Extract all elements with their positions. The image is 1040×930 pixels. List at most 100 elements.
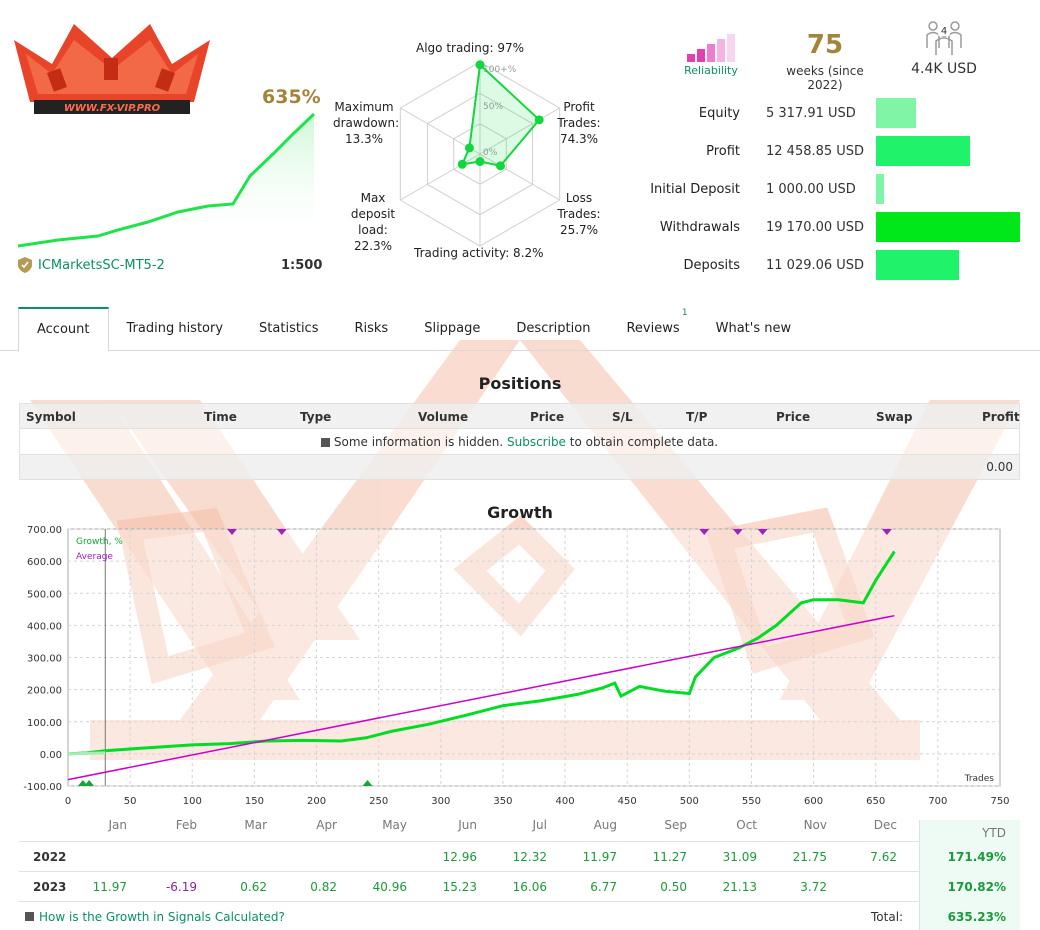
tab-trading-history[interactable]: Trading history [126, 321, 224, 336]
x-axis-label: Trades [964, 774, 995, 784]
reliability-label: Reliability [684, 64, 738, 77]
column-header[interactable]: Type [300, 410, 332, 424]
tab-description[interactable]: Description [516, 321, 591, 336]
month-header: Oct [736, 818, 757, 832]
column-header[interactable]: Profit [982, 410, 1020, 424]
broker-name[interactable]: ICMarketsSC-MT5-2 [38, 257, 165, 273]
radar-area [460, 62, 541, 167]
reliability-indicator[interactable]: Reliability [682, 34, 740, 77]
radar-label-deposit-load: Max deposit load: 22.3% [350, 191, 396, 253]
x-tick-label: 400 [556, 796, 575, 807]
tab-reviews[interactable]: Reviews 1 [608, 307, 697, 351]
deposit-marker [84, 780, 95, 786]
month-value: 31.09 [722, 850, 757, 864]
subscribers-stat[interactable]: 4 4.4K USD [906, 18, 982, 77]
month-value: 0.82 [310, 880, 337, 894]
total-gain: 635% [262, 86, 321, 108]
y-tick-label: 400.00 [27, 621, 62, 632]
tab-statistics[interactable]: Statistics [259, 321, 319, 336]
month-value: 40.96 [372, 880, 407, 894]
column-header[interactable]: S/L [612, 410, 633, 424]
radar-point [475, 157, 485, 167]
radar-axis [479, 107, 560, 155]
total-label: Total: [871, 910, 904, 924]
money-row-initial-deposit: Initial Deposit 1 000.00 USD [640, 172, 1040, 210]
y-tick-label: 200.00 [27, 686, 62, 697]
money-label: Initial Deposit [650, 182, 740, 197]
x-tick-label: 250 [369, 796, 388, 807]
month-value: -6.19 [165, 880, 197, 894]
month-header: Dec [873, 818, 897, 832]
column-header[interactable]: T/P [686, 410, 708, 424]
column-header[interactable]: Symbol [26, 410, 76, 424]
money-row-profit: Profit 12 458.85 USD [640, 134, 1040, 172]
subscribe-link[interactable]: Subscribe [506, 435, 566, 449]
x-tick-label: 500 [680, 796, 699, 807]
month-value: 21.13 [722, 880, 757, 894]
growth-help-link[interactable]: How is the Growth in Signals Calculated? [39, 910, 285, 924]
month-value: 16.06 [512, 880, 547, 894]
month-value: 12.32 [512, 850, 547, 864]
sparkline-line [18, 112, 316, 248]
y-tick-label: 300.00 [27, 654, 62, 665]
column-header[interactable]: Swap [876, 410, 913, 424]
month-value: 3.72 [800, 880, 827, 894]
x-tick-label: 100 [183, 796, 202, 807]
month-value: 11.27 [652, 850, 687, 864]
month-value: 21.75 [792, 850, 827, 864]
month-value: 0.50 [660, 880, 687, 894]
month-value: 11.97 [582, 850, 617, 864]
year-label: 2022 [33, 850, 67, 864]
month-value: 0.62 [240, 880, 267, 894]
x-tick-label: 750 [990, 796, 1009, 807]
monthly-footer: How is the Growth in Signals Calculated?… [19, 902, 1020, 930]
risk-radar-chart: 100+% 50% 0% [399, 60, 561, 247]
y-tick-label: 0.00 [40, 750, 62, 761]
x-tick-label: 350 [493, 796, 512, 807]
money-value: 19 170.00 USD [766, 220, 865, 235]
x-tick-label: 150 [245, 796, 264, 807]
lock-icon [320, 438, 330, 447]
x-tick-label: 300 [431, 796, 450, 807]
tab-slippage[interactable]: Slippage [424, 321, 481, 336]
positions-header: Symbol Time Type Volume Price S/L T/P Price Swap… [20, 404, 1020, 429]
y-tick-label: -100.00 [23, 782, 62, 793]
tab-what-s-new[interactable]: What's new [715, 321, 792, 336]
legend-growth: Growth, % [76, 537, 123, 547]
column-header[interactable]: Price [530, 410, 565, 424]
money-value: 12 458.85 USD [766, 144, 865, 159]
month-value: 11.97 [92, 880, 127, 894]
money-value: 11 029.06 USD [766, 258, 865, 273]
funds-value: 4.4K USD [911, 61, 977, 77]
monthly-growth-table: Jan Feb Mar Apr May Jun Jul Aug Sep Oct Nov Dec YTD 2… [19, 812, 1020, 930]
radar-label-loss-trades: Loss Trades: 25.7% [557, 191, 601, 237]
month-header: Jul [532, 818, 547, 832]
y-tick-label: 500.00 [27, 589, 62, 600]
positions-title: Positions [478, 374, 562, 393]
y-tick-label: 100.00 [27, 718, 62, 729]
y-tick-label: 700.00 [27, 525, 62, 536]
hidden-info-row: Some information is hidden. Subscribe to… [20, 429, 1019, 455]
money-label: Withdrawals [659, 220, 740, 235]
tab-bar: Account Trading history Statistics Risks Sli… [0, 307, 1040, 352]
column-header[interactable]: Price [776, 410, 811, 424]
verified-shield-icon [18, 257, 32, 273]
ytd-value: 171.49% [919, 842, 1020, 872]
money-bar [876, 174, 884, 204]
x-tick-label: 600 [804, 796, 823, 807]
broker-info[interactable]: ICMarketsSC-MT5-2 [18, 257, 165, 273]
radar-axis [400, 153, 481, 201]
radar-label-drawdown: Maximum drawdown: 13.3% [333, 100, 400, 146]
column-header[interactable]: Time [204, 410, 237, 424]
weeks-number: 75 [806, 30, 844, 60]
tab-account[interactable]: Account [18, 307, 109, 352]
column-header[interactable]: Volume [418, 410, 469, 424]
radar-ring-label: 0% [483, 148, 498, 158]
month-value: 7.62 [870, 850, 897, 864]
tab-risks[interactable]: Risks [354, 321, 389, 336]
account-money-summary: Equity 5 317.91 USD Profit 12 458.85 USD Ini… [640, 96, 1040, 286]
x-tick-label: 50 [124, 796, 137, 807]
x-tick-label: 450 [618, 796, 637, 807]
money-bar [876, 250, 959, 280]
month-header: Nov [803, 818, 827, 832]
